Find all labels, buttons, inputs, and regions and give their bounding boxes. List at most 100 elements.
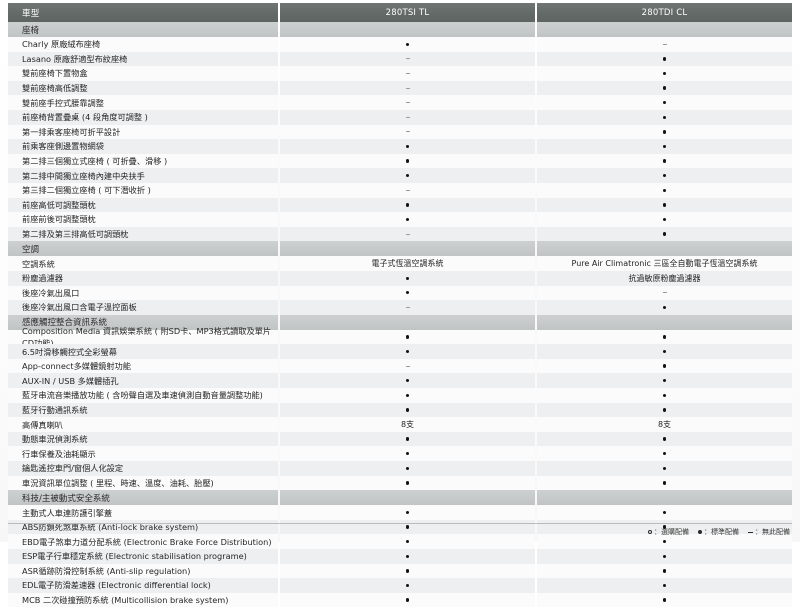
spec-feature-label: 藍牙串流音樂播放功能 ( 含吩聲自選及車速偵測自動音量調整功能) <box>8 388 278 403</box>
spec-value-280tdi-cl <box>537 592 792 607</box>
spec-row: 第三排二個獨立座椅 ( 可下潛收折 ) <box>8 182 792 198</box>
tsi-text-value: 電子式恆溫空調系統 <box>371 259 444 269</box>
spec-value-280tdi-cl: Pure Air Climatronic 三區全自動電子恆溫空調系統 <box>537 256 792 271</box>
spec-feature-label: ASR循跡防滑控制系統 (Anti-slip regulation) <box>8 563 278 579</box>
spec-value-280tsi-tl <box>280 285 535 301</box>
spec-value-280tsi-tl <box>280 329 535 345</box>
tsi-filled-dot-icon <box>406 437 409 440</box>
tsi-dash-icon <box>406 58 410 59</box>
spec-row: 第一排乘客座椅可折平設計 <box>8 124 792 140</box>
legend-standard-label: ：標準配備 <box>704 528 739 536</box>
tsi-filled-dot-icon <box>406 291 409 294</box>
table-header-row: 車型 280TSI TL 280TDI CL <box>8 3 792 22</box>
header-model-1: 280TSI TL <box>280 3 535 22</box>
tsi-filled-dot-icon <box>406 467 409 470</box>
spec-feature-label: App-connect多媒體鏡射功能 <box>8 358 278 374</box>
tsi-dash-icon <box>406 234 410 235</box>
tdi-filled-dot-icon <box>663 203 666 206</box>
spec-row: MCB 二次碰撞預防系統 (Multicollision brake syste… <box>8 592 792 607</box>
spec-value-280tdi-cl <box>537 358 792 374</box>
spec-row: 空調系統 電子式恆溫空調系統 Pure Air Climatronic 三區全自動電… <box>8 256 792 271</box>
legend-item-optional: ：選購配備 <box>648 527 689 537</box>
spec-row: 高傳真喇叭 8支 8支 <box>8 417 792 432</box>
spec-value-280tdi-cl <box>537 344 792 359</box>
spec-value-280tsi-tl <box>280 344 535 359</box>
section-blank-cell <box>280 241 535 257</box>
spec-row: 藍牙行動通訊系統 <box>8 402 792 418</box>
vehicle-spec-comparison-table: 車型 280TSI TL 280TDI CL 座椅 Charly 原廠絨布座椅 Lasan… <box>8 3 792 607</box>
spec-value-280tdi-cl <box>537 446 792 462</box>
tsi-filled-dot-icon <box>406 511 409 514</box>
spec-feature-label: 前座高低可調整頭枕 <box>8 197 278 213</box>
tdi-filled-dot-icon <box>663 86 666 89</box>
spec-row: 車況資訊單位調整 ( 里程、時速、溫度、油耗、胎壓) <box>8 475 792 491</box>
spec-value-280tdi-cl <box>537 226 792 242</box>
spec-value-280tdi-cl <box>537 212 792 227</box>
tdi-text-value: Pure Air Climatronic 三區全自動電子恆溫空調系統 <box>571 259 758 269</box>
tdi-filled-dot-icon <box>663 467 666 470</box>
tdi-filled-dot-icon <box>663 116 666 119</box>
spec-feature-label: EDL電子防滑差速器 (Electronic differential lock… <box>8 578 278 593</box>
tdi-filled-dot-icon <box>663 408 666 411</box>
section-blank-cell <box>537 490 792 506</box>
tsi-dash-icon <box>406 366 410 367</box>
tsi-filled-dot-icon <box>406 584 409 587</box>
spec-value-280tdi-cl <box>537 95 792 110</box>
spec-value-280tsi-tl <box>280 461 535 476</box>
tdi-filled-dot-icon <box>663 130 666 133</box>
spec-value-280tdi-cl <box>537 329 792 345</box>
spec-value-280tdi-cl: 8支 <box>537 417 792 432</box>
spec-value-280tsi-tl <box>280 270 535 286</box>
spec-feature-label: Composition Media 資訊娛樂系統 ( 附SD卡、MP3格式讀取及… <box>8 326 278 348</box>
spec-row: 雙前座手控式腰靠調整 <box>8 95 792 110</box>
tsi-filled-dot-icon <box>406 277 409 280</box>
tdi-filled-dot-icon <box>663 437 666 440</box>
spec-value-280tdi-cl <box>537 563 792 579</box>
tsi-filled-dot-icon <box>406 159 409 162</box>
spec-value-280tsi-tl <box>280 37 535 52</box>
tsi-dash-icon <box>406 73 410 74</box>
tdi-text-value: 8支 <box>657 420 672 430</box>
tsi-filled-dot-icon <box>406 481 409 484</box>
spec-row: 雙前座椅下置物盒 <box>8 66 792 81</box>
spec-value-280tsi-tl <box>280 66 535 81</box>
tsi-text-value: 8支 <box>400 420 415 430</box>
spec-value-280tdi-cl <box>537 461 792 476</box>
spec-value-280tsi-tl <box>280 109 535 125</box>
tsi-dash-icon <box>406 102 410 103</box>
spec-feature-label: 第二排三個獨立式座椅 ( 可折疊、滑移 ) <box>8 153 278 169</box>
tsi-filled-dot-icon <box>406 203 409 206</box>
section-blank-cell <box>537 22 792 37</box>
tsi-filled-dot-icon <box>406 218 409 221</box>
spec-value-280tsi-tl <box>280 168 535 183</box>
spec-value-280tdi-cl <box>537 505 792 520</box>
spec-feature-label: Lasano 原廠舒適型布紋座椅 <box>8 51 278 67</box>
spec-value-280tsi-tl <box>280 431 535 447</box>
spec-value-280tsi-tl <box>280 80 535 96</box>
section-title: 感應觸控整合資訊系統 <box>8 314 278 330</box>
spec-feature-label: 前乘客座側邊置物網袋 <box>8 139 278 154</box>
spec-value-280tdi-cl: 抗過敏原粉塵過濾器 <box>537 270 792 286</box>
spec-row: 主動式人車連防護引擎蓋 <box>8 505 792 520</box>
spec-row: 第二排及第三排高低可調頭枕 <box>8 226 792 242</box>
spec-value-280tdi-cl <box>537 197 792 213</box>
legend-item-standard: ：標準配備 <box>698 527 739 537</box>
spec-value-280tsi-tl <box>280 505 535 520</box>
spec-feature-label: 主動式人車連防護引擎蓋 <box>8 505 278 520</box>
spec-feature-label: 後座冷氣出風口 <box>8 285 278 301</box>
spec-feature-label: 後座冷氣出風口含電子溫控面板 <box>8 300 278 315</box>
tdi-filled-dot-icon <box>663 159 666 162</box>
spec-feature-label: 6.5吋滑移觸控式全彩螢幕 <box>8 344 278 359</box>
tdi-filled-dot-icon <box>663 481 666 484</box>
spec-value-280tsi-tl <box>280 519 535 535</box>
spec-feature-label: 行車保養及油耗顯示 <box>8 446 278 462</box>
spec-value-280tsi-tl <box>280 446 535 462</box>
spec-feature-label: 鑰匙遙控車門/窗個人化設定 <box>8 461 278 476</box>
spec-row: 動態車況偵測系統 <box>8 431 792 447</box>
tsi-filled-dot-icon <box>406 408 409 411</box>
spec-row: 前座椅背置疊桌 (4 段角度可調整 ) <box>8 109 792 125</box>
spec-feature-label: 藍牙行動通訊系統 <box>8 402 278 418</box>
section-blank-cell <box>537 314 792 330</box>
spec-row: 後座冷氣出風口 <box>8 285 792 301</box>
tdi-filled-dot-icon <box>663 101 666 104</box>
